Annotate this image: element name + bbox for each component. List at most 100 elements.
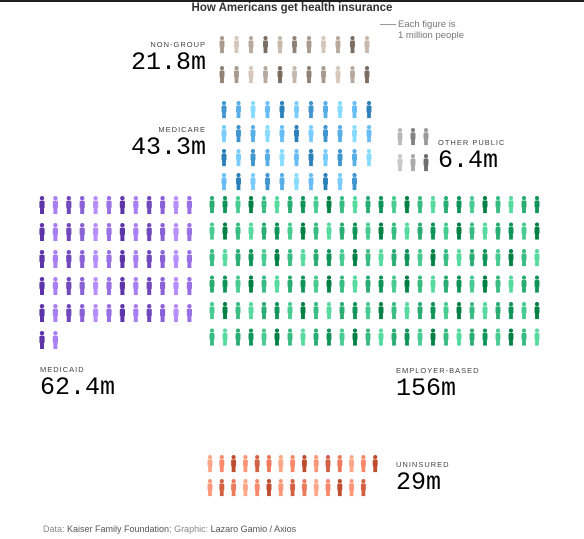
figure-medicaid <box>39 277 45 295</box>
figure-employer-based <box>248 302 254 320</box>
figure-uninsured <box>242 479 248 497</box>
figure-medicaid <box>146 277 152 295</box>
figure-employer-based <box>365 222 371 240</box>
figure-employer-based <box>456 222 462 240</box>
figure-medicaid <box>66 223 72 241</box>
figure-employer-based <box>313 196 319 214</box>
figure-other-public <box>410 128 416 146</box>
figure-uninsured <box>219 455 225 473</box>
figure-employer-based <box>209 275 215 293</box>
figure-employer-based <box>534 328 540 346</box>
figure-employer-based <box>508 249 514 267</box>
figure-employer-based <box>248 328 254 346</box>
figure-medicaid <box>66 304 72 322</box>
figure-medicare <box>279 173 285 191</box>
figure-medicaid <box>79 304 85 322</box>
figure-employer-based <box>521 222 527 240</box>
unit-note: Each figure is 1 million people <box>398 19 464 41</box>
figure-employer-based <box>508 328 514 346</box>
figure-medicaid <box>52 223 58 241</box>
figure-employer-based <box>521 196 527 214</box>
figure-medicaid <box>106 250 112 268</box>
figure-employer-based <box>482 275 488 293</box>
figure-medicaid <box>173 250 179 268</box>
figure-medicaid <box>146 250 152 268</box>
figure-employer-based <box>430 249 436 267</box>
figure-employer-based <box>378 249 384 267</box>
figure-medicaid <box>186 223 192 241</box>
figure-employer-based <box>404 328 410 346</box>
figure-employer-based <box>456 196 462 214</box>
figure-medicare <box>337 125 343 143</box>
figure-medicaid <box>160 196 166 214</box>
figure-uninsured <box>207 479 213 497</box>
figure-employer-based <box>508 275 514 293</box>
figure-non-group <box>335 66 341 84</box>
figure-uninsured <box>254 479 260 497</box>
figure-employer-based <box>534 222 540 240</box>
figure-other-public <box>410 154 416 172</box>
label-other-public: OTHER PUBLIC <box>438 138 506 147</box>
figure-employer-based <box>417 249 423 267</box>
figure-employer-based <box>339 222 345 240</box>
figure-employer-based <box>417 302 423 320</box>
figure-employer-based <box>235 249 241 267</box>
figure-employer-based <box>469 222 475 240</box>
figure-uninsured <box>301 455 307 473</box>
figure-medicaid <box>39 196 45 214</box>
figure-non-group <box>292 66 297 84</box>
figure-medicare <box>366 101 372 119</box>
figure-employer-based <box>495 302 501 320</box>
figure-employer-based <box>365 328 371 346</box>
figure-medicaid <box>93 277 99 295</box>
figure-medicare <box>323 149 328 167</box>
figure-medicaid <box>52 304 58 322</box>
figure-employer-based <box>222 302 228 320</box>
figure-medicaid <box>160 250 166 268</box>
figure-employer-based <box>482 302 488 320</box>
figure-employer-based <box>456 328 462 346</box>
figure-medicaid <box>133 250 139 268</box>
figure-medicare <box>265 125 270 143</box>
figure-medicaid <box>173 304 179 322</box>
figure-uninsured <box>360 479 366 497</box>
figure-employer-based <box>248 249 254 267</box>
figure-employer-based <box>430 196 436 214</box>
figure-medicaid <box>66 250 72 268</box>
figure-employer-based <box>391 328 397 346</box>
figure-employer-based <box>521 328 527 346</box>
figure-employer-based <box>209 302 215 320</box>
figure-employer-based <box>300 196 306 214</box>
figure-medicare <box>294 149 299 167</box>
figure-employer-based <box>235 302 241 320</box>
figure-employer-based <box>469 302 475 320</box>
figure-medicaid <box>146 304 152 322</box>
figure-employer-based <box>339 196 345 214</box>
figure-other-public <box>423 154 429 172</box>
figure-medicare <box>279 149 285 167</box>
figure-employer-based <box>404 222 410 240</box>
figure-employer-based <box>404 275 410 293</box>
figure-medicare <box>265 173 270 191</box>
figure-uninsured <box>337 455 343 473</box>
figure-uninsured <box>231 479 237 497</box>
figure-medicare <box>294 173 299 191</box>
figure-employer-based <box>482 249 488 267</box>
figure-medicaid <box>66 196 72 214</box>
figure-employer-based <box>326 249 332 267</box>
figure-medicare <box>308 101 314 119</box>
figure-medicare <box>352 149 357 167</box>
figure-employer-based <box>508 222 514 240</box>
figure-medicaid <box>186 196 192 214</box>
figure-medicaid <box>79 196 85 214</box>
figure-medicare <box>250 173 256 191</box>
figure-medicare <box>323 173 328 191</box>
figure-employer-based <box>417 328 423 346</box>
figure-employer-based <box>365 275 371 293</box>
figure-uninsured <box>349 479 355 497</box>
figure-employer-based <box>508 196 514 214</box>
figure-uninsured <box>290 455 296 473</box>
figure-medicaid <box>93 304 99 322</box>
figure-non-group <box>248 36 254 54</box>
figure-employer-based <box>417 275 423 293</box>
